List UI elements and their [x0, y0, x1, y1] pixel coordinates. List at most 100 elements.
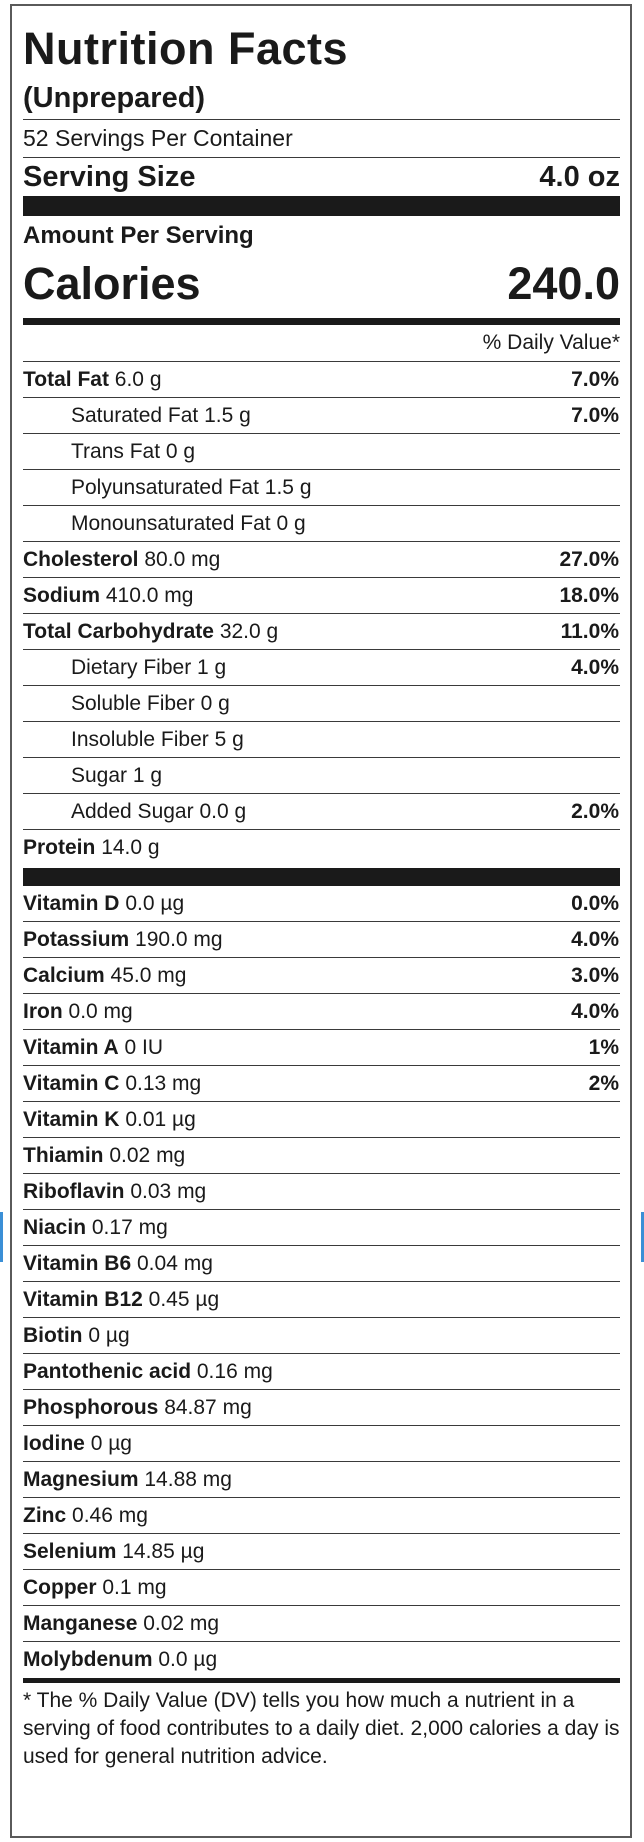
- nutrient-row: Selenium 14.85 µg: [23, 1534, 620, 1570]
- nutrient-name: Molybdenum: [23, 1648, 153, 1671]
- nutrient-row: Pantothenic acid 0.16 mg: [23, 1354, 620, 1390]
- nutrient-name: Manganese: [23, 1611, 138, 1635]
- serving-size-label: Serving Size: [23, 161, 196, 193]
- nutrient-row: Monounsaturated Fat 0 g: [23, 506, 620, 542]
- nutrient-name: Vitamin D: [23, 891, 120, 915]
- nutrient-amount: 190.0 mg: [135, 927, 223, 951]
- nutrient-info: Monounsaturated Fat 0 g: [71, 506, 306, 542]
- micronutrient-list: Vitamin D 0.0 µg 0.0% Potassium 190.0 mg 4.…: [23, 886, 620, 1678]
- nutrient-amount: 14.0 g: [101, 836, 160, 859]
- nutrient-amount: 0.02 mg: [109, 1143, 186, 1167]
- nutrient-name: Riboflavin: [23, 1179, 125, 1203]
- nutrient-amount: 0.1 mg: [102, 1575, 167, 1599]
- nutrient-info: Zinc 0.46 mg: [23, 1498, 148, 1534]
- nutrient-info: Total Fat 6.0 g: [23, 362, 162, 398]
- nutrient-row: Vitamin D 0.0 µg 0.0%: [23, 886, 620, 922]
- nutrient-row: Vitamin A 0 IU 1%: [23, 1030, 620, 1066]
- nutrient-info: Saturated Fat 1.5 g: [71, 398, 251, 434]
- nutrient-amount: 1 g: [132, 763, 163, 787]
- nutrient-row: Thiamin 0.02 mg: [23, 1138, 620, 1174]
- nutrient-row: Vitamin B6 0.04 mg: [23, 1246, 620, 1282]
- nutrient-info: Vitamin K 0.01 µg: [23, 1102, 196, 1138]
- nutrient-name: Sugar: [71, 763, 128, 787]
- nutrient-info: Vitamin B6 0.04 mg: [23, 1246, 213, 1282]
- nutrient-name: Vitamin K: [23, 1107, 120, 1131]
- nutrient-name: Insoluble Fiber: [71, 727, 209, 751]
- nutrient-info: Calcium 45.0 mg: [23, 958, 186, 994]
- nutrient-name: Calcium: [23, 963, 105, 987]
- nutrient-info: Biotin 0 µg: [23, 1318, 130, 1354]
- nutrient-info: Manganese 0.02 mg: [23, 1606, 219, 1642]
- nutrient-name: Vitamin A: [23, 1035, 119, 1059]
- nutrient-amount: 0 µg: [90, 1431, 132, 1455]
- nutrition-label: Nutrition Facts (Unprepared) 52 Servings…: [10, 4, 632, 1838]
- nutrient-info: Pantothenic acid 0.16 mg: [23, 1354, 273, 1390]
- nutrient-row: Molybdenum 0.0 µg: [23, 1642, 620, 1678]
- nutrient-daily-value: 4.0%: [571, 927, 619, 951]
- nutrient-name: Soluble Fiber: [71, 691, 195, 715]
- nutrient-row: Iron 0.0 mg 4.0%: [23, 994, 620, 1030]
- nutrient-name: Pantothenic acid: [23, 1359, 192, 1383]
- nutrient-info: Copper 0.1 mg: [23, 1570, 167, 1606]
- vitamin-section-divider: [23, 868, 620, 886]
- nutrient-name: Saturated Fat: [71, 403, 199, 427]
- nutrient-row: Vitamin K 0.01 µg: [23, 1102, 620, 1138]
- nutrient-name: Copper: [23, 1575, 97, 1599]
- nutrient-info: Niacin 0.17 mg: [23, 1210, 168, 1246]
- nutrient-row: Zinc 0.46 mg: [23, 1498, 620, 1534]
- nutrient-info: Vitamin D 0.0 µg: [23, 886, 184, 922]
- nutrient-info: Vitamin C 0.13 mg: [23, 1066, 201, 1102]
- nutrient-daily-value: 7.0%: [571, 403, 619, 427]
- nutrient-amount: 0.0 g: [199, 799, 247, 823]
- nutrient-amount: 1.5 g: [264, 475, 312, 499]
- nutrient-row: Iodine 0 µg: [23, 1426, 620, 1462]
- nutrient-name: Added Sugar: [71, 799, 194, 823]
- nutrient-row: Polyunsaturated Fat 1.5 g: [23, 470, 620, 506]
- servings-per-container: 52 Servings Per Container: [23, 120, 620, 158]
- nutrient-amount: 0.02 mg: [143, 1611, 220, 1635]
- nutrient-amount: 0.03 mg: [130, 1179, 207, 1203]
- nutrient-info: Molybdenum 0.0 µg: [23, 1642, 217, 1678]
- nutrient-name: Iodine: [23, 1431, 85, 1455]
- nutrient-amount: 80.0 mg: [144, 547, 221, 571]
- nutrient-amount: 0.0 mg: [68, 999, 133, 1023]
- label-title: Nutrition Facts: [23, 23, 349, 74]
- nutrient-amount: 0 g: [165, 439, 196, 463]
- nutrient-row: Total Fat 6.0 g 7.0%: [23, 362, 620, 398]
- nutrient-info: Riboflavin 0.03 mg: [23, 1174, 206, 1210]
- nutrient-name: Polyunsaturated Fat: [71, 475, 259, 499]
- nutrient-daily-value: 2.0%: [571, 799, 619, 823]
- nutrient-row: Trans Fat 0 g: [23, 434, 620, 470]
- nutrient-info: Vitamin A 0 IU: [23, 1030, 163, 1066]
- nutrient-row: Saturated Fat 1.5 g 7.0%: [23, 398, 620, 434]
- amount-per-serving: Amount Per Serving: [23, 222, 254, 249]
- nutrient-amount: 0.0 µg: [158, 1648, 218, 1671]
- nutrient-row: Vitamin C 0.13 mg 2%: [23, 1066, 620, 1102]
- footnote: * The % Daily Value (DV) tells you how m…: [23, 1689, 620, 1768]
- serving-size-value: 4.0 oz: [539, 161, 620, 193]
- nutrient-name: Total Carbohydrate: [23, 619, 214, 643]
- nutrient-amount: 1.5 g: [204, 403, 251, 427]
- nutrient-amount: 0.13 mg: [125, 1071, 202, 1095]
- nutrient-name: Vitamin C: [23, 1071, 120, 1095]
- nutrient-daily-value: 11.0%: [560, 619, 619, 643]
- serving-size-row: Serving Size 4.0 oz: [23, 158, 620, 196]
- macronutrient-list: Total Fat 6.0 g 7.0% Saturated Fat 1.5 g 7.…: [23, 362, 620, 866]
- nutrient-name: Trans Fat: [71, 439, 161, 463]
- nutrient-name: Zinc: [23, 1503, 67, 1527]
- nutrient-row: Calcium 45.0 mg 3.0%: [23, 958, 620, 994]
- nutrient-info: Sugar 1 g: [71, 758, 162, 794]
- nutrient-name: Dietary Fiber: [71, 655, 192, 679]
- nutrient-row: Sodium 410.0 mg 18.0%: [23, 578, 620, 614]
- nutrient-amount: 0.45 µg: [148, 1287, 220, 1311]
- nutrient-amount: 5 g: [214, 727, 244, 751]
- nutrient-amount: 0.0 µg: [125, 891, 185, 915]
- nutrient-amount: 14.88 mg: [144, 1467, 232, 1491]
- nutrient-amount: 32.0 g: [219, 619, 279, 643]
- nutrient-info: Added Sugar 0.0 g: [71, 794, 246, 830]
- nutrient-info: Protein 14.0 g: [23, 830, 160, 866]
- nutrient-row: Soluble Fiber 0 g: [23, 686, 620, 722]
- medium-divider: [23, 318, 620, 325]
- nutrient-info: Iron 0.0 mg: [23, 994, 133, 1030]
- right-edge-marker: [641, 1212, 644, 1262]
